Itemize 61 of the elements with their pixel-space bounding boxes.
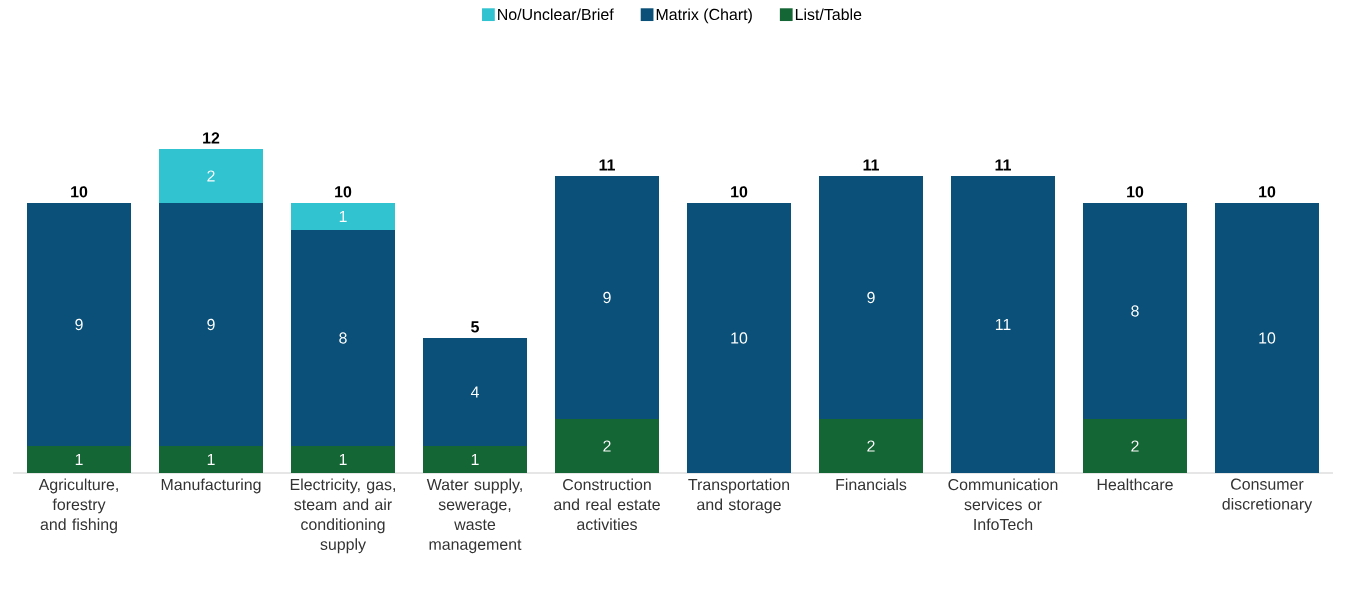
data-label: 9	[207, 318, 215, 331]
data-label: 10	[1259, 332, 1276, 344]
bar	[950, 176, 1055, 473]
total-label: 10	[731, 186, 748, 198]
total-label: 11	[863, 159, 879, 171]
bar	[159, 203, 263, 446]
bar	[1082, 419, 1187, 473]
legend-label: List/Table	[795, 8, 862, 21]
bar	[423, 446, 527, 473]
x-tick-label: Healthcare	[1097, 478, 1173, 491]
data-label: 9	[603, 291, 611, 304]
x-tick-label: Agriculture, forestry and fishing	[38, 478, 118, 534]
total-label: 10	[1259, 186, 1276, 198]
legend-label: No/Unclear/Brief	[498, 8, 614, 21]
data-label: 1	[471, 454, 479, 465]
data-label: 2	[603, 440, 611, 452]
total-label: 10	[71, 186, 88, 198]
x-tick-label: Water supply, sewerage, waste management	[426, 478, 522, 554]
data-label: 8	[1131, 305, 1139, 317]
x-tick-label: Electricity, gas, steam and air conditioning supply	[290, 478, 395, 554]
bar	[159, 149, 263, 203]
x-tick-label: Manufacturing	[161, 478, 261, 494]
bar	[554, 176, 659, 419]
total-label: 12	[203, 132, 220, 144]
data-label: 10	[731, 332, 748, 344]
x-tick-label: Financials	[836, 478, 907, 491]
data-label: 9	[75, 318, 83, 331]
legend-label: Matrix (Chart)	[656, 8, 752, 24]
bar	[818, 176, 923, 419]
data-label: 11	[995, 319, 1011, 330]
bar	[291, 446, 395, 473]
data-label: 1	[339, 454, 347, 465]
bar	[1214, 203, 1319, 473]
data-label: 4	[470, 386, 479, 398]
bar	[291, 203, 395, 230]
total-label: 10	[335, 186, 352, 198]
x-tick-label: Transportation and storage	[688, 478, 790, 514]
bar	[27, 446, 131, 473]
total-label: 11	[995, 159, 1011, 171]
bar	[291, 230, 395, 446]
total-label: 5	[471, 321, 479, 333]
bar	[686, 203, 791, 473]
data-label: 1	[339, 211, 347, 222]
total-label: 11	[599, 159, 615, 171]
data-label: 8	[339, 332, 347, 344]
data-label: 2	[207, 170, 215, 182]
x-tick-label: Consumer discretionary	[1222, 478, 1313, 513]
bar	[159, 446, 263, 473]
bar	[818, 419, 923, 473]
data-label: 1	[75, 454, 83, 465]
bar	[27, 203, 131, 446]
total-label: 10	[1127, 186, 1144, 198]
bar	[554, 419, 659, 473]
x-tick-label: Communication services or InfoTech	[948, 478, 1058, 531]
data-label: 1	[207, 454, 215, 465]
data-label: 9	[867, 291, 875, 304]
bar	[423, 338, 527, 446]
data-label: 2	[867, 440, 875, 452]
data-label: 2	[1131, 440, 1139, 452]
x-tick-label: Construction and real estate activities	[554, 478, 660, 531]
bar	[1082, 203, 1187, 419]
